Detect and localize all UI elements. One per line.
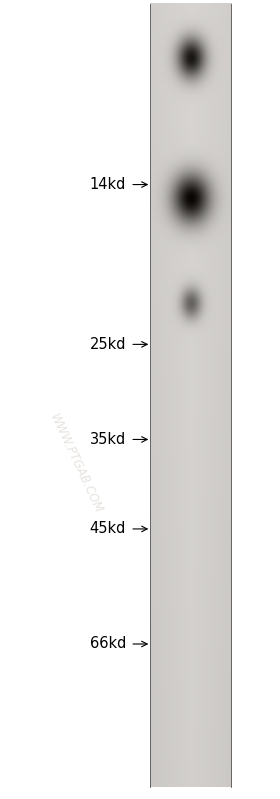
Text: 45kd: 45kd [90, 522, 126, 536]
Text: 14kd: 14kd [90, 177, 126, 192]
Text: 35kd: 35kd [90, 432, 126, 447]
Text: 66kd: 66kd [90, 637, 126, 651]
Text: 25kd: 25kd [90, 337, 126, 352]
Text: WWW.PTGAB.COM: WWW.PTGAB.COM [47, 411, 104, 515]
